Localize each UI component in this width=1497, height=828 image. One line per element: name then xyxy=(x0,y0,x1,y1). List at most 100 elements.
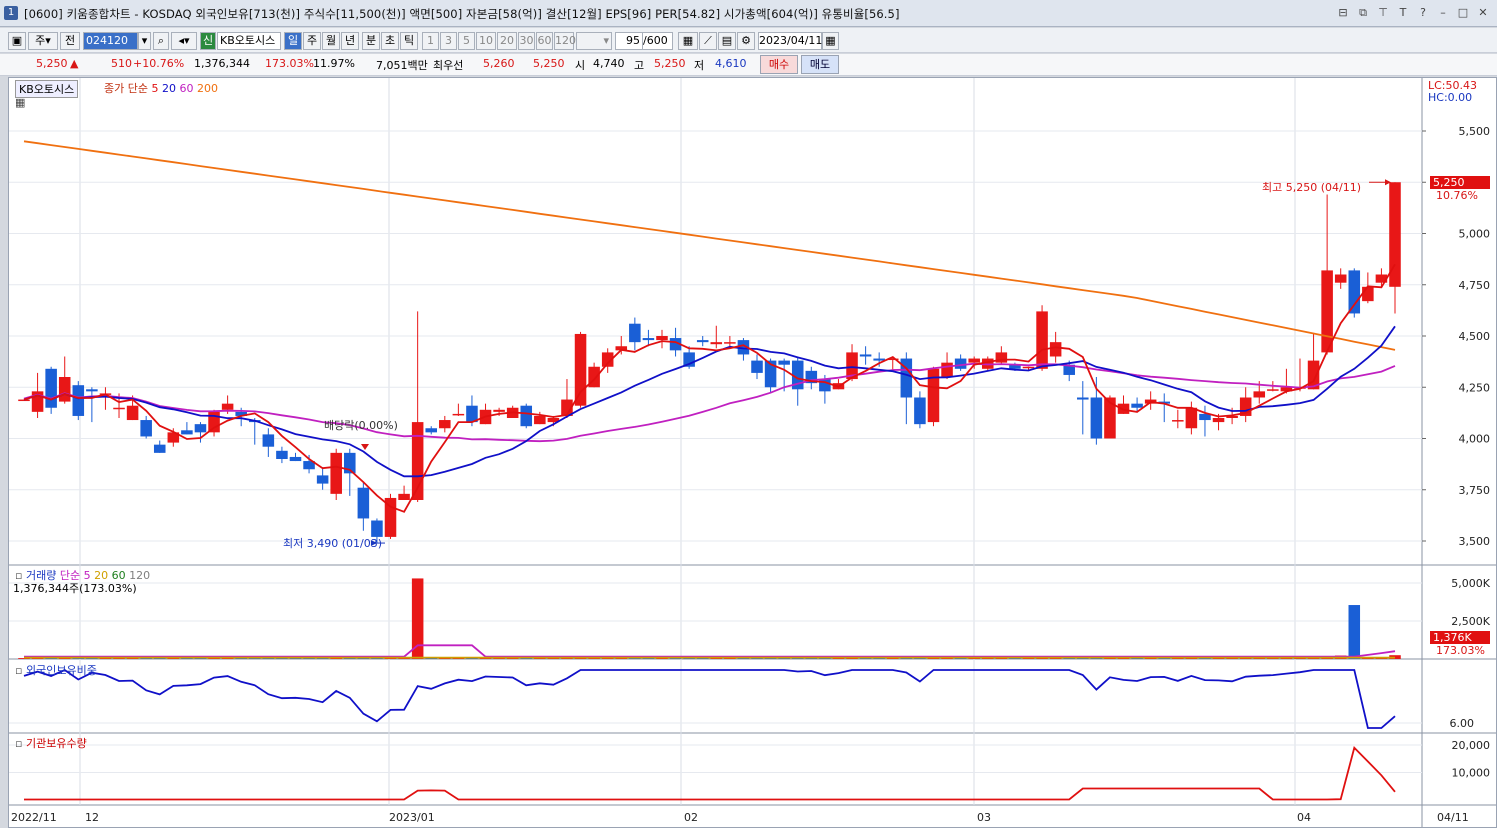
current-pct-tag: 10.76% xyxy=(1436,189,1478,202)
current-price-tag: 5,250 xyxy=(1430,176,1490,189)
settings-icon[interactable]: ⚙ xyxy=(737,32,755,50)
candle-body xyxy=(1117,403,1130,414)
candle-body xyxy=(886,358,899,361)
hc-value: HC:0.00 xyxy=(1428,91,1473,104)
ma60-legend: 60 xyxy=(179,82,194,95)
chart-canvas[interactable]: 5,500 5,250 5,000 4,750 4,500 4,250 4,000 3,750… xyxy=(9,78,1496,827)
tab-week[interactable]: 주 xyxy=(303,32,321,50)
pin-icon[interactable]: ⊤ xyxy=(1378,6,1388,19)
volume-bar xyxy=(221,658,234,659)
calendar-icon[interactable]: ▦ xyxy=(822,32,839,50)
candle-body xyxy=(724,342,736,344)
event-marker xyxy=(361,444,369,450)
interval-30[interactable]: 30 xyxy=(518,32,535,50)
candle-body xyxy=(588,366,600,388)
restore-panel-icon[interactable]: ⧉ xyxy=(1359,6,1367,19)
buy-button[interactable]: 매수 xyxy=(760,55,798,74)
candle-body xyxy=(235,411,247,416)
candle-body xyxy=(574,333,587,406)
close-button[interactable]: ✕ xyxy=(1478,6,1488,19)
candle-body xyxy=(357,487,370,519)
interval-60[interactable]: 60 xyxy=(536,32,553,50)
interval-dropdown[interactable]: ▾ xyxy=(576,32,612,50)
interval-10[interactable]: 10 xyxy=(476,32,496,50)
volume-bar xyxy=(588,658,600,659)
stock-name-tag[interactable]: KB오토시스 xyxy=(15,80,79,98)
interval-3[interactable]: 3 xyxy=(440,32,457,50)
x-axis-label: 12 xyxy=(85,811,99,824)
candle-body xyxy=(1131,403,1143,408)
period-dropdown[interactable]: 주▾ xyxy=(28,32,58,50)
speaker-icon[interactable]: ◂▾ xyxy=(171,32,197,50)
open-label: 시 xyxy=(575,59,586,72)
new-badge[interactable]: 신 xyxy=(200,32,216,50)
chart-toolbar: ▣ 주▾ 전 024120 ▾ ⌕ ◂▾ 신 KB오토시스 일 주 월 년 분 … xyxy=(0,28,1497,53)
maximize-button[interactable]: □ xyxy=(1457,6,1469,19)
high-annotation: 최고 5,250 (04/11) xyxy=(1262,181,1362,194)
sell-button[interactable]: 매도 xyxy=(801,55,839,74)
candle-body xyxy=(995,352,1008,363)
inst-title: 기관보유수량 xyxy=(25,737,87,750)
prev-button[interactable]: 전 xyxy=(60,32,80,50)
candle-body xyxy=(72,385,85,416)
candle-body xyxy=(140,420,152,437)
ma200-legend: 200 xyxy=(196,82,218,95)
tab-month[interactable]: 월 xyxy=(322,32,340,50)
candle-body xyxy=(629,323,641,343)
count-input[interactable]: 95 xyxy=(615,32,643,50)
layout-icon[interactable]: ⊟ xyxy=(1338,6,1348,19)
window-title: [0600] 키움종합차트 - KOSDAQ 외국인보유[713(천)] 주식수… xyxy=(24,7,900,21)
candle-body xyxy=(466,405,478,423)
candle-body xyxy=(927,368,940,423)
candle-body xyxy=(1158,401,1171,404)
candle-body xyxy=(656,336,668,341)
low-label: 저 xyxy=(694,59,705,72)
font-icon[interactable]: T xyxy=(1399,6,1407,19)
interval-5[interactable]: 5 xyxy=(458,32,475,50)
interval-120[interactable]: 120 xyxy=(554,32,576,50)
candle-body xyxy=(126,405,139,421)
ma20-line xyxy=(23,325,1396,478)
x-axis-label: 03 xyxy=(977,811,991,824)
help-icon[interactable]: ? xyxy=(1420,6,1426,19)
candle-body xyxy=(493,409,505,412)
interval-20[interactable]: 20 xyxy=(497,32,517,50)
candle-body xyxy=(669,338,682,351)
candle-body xyxy=(1334,274,1347,283)
save-icon[interactable]: ▤ xyxy=(718,32,736,50)
volume-bar xyxy=(411,578,424,659)
table-icon[interactable]: ▦ xyxy=(15,96,26,109)
tab-minute[interactable]: 분 xyxy=(362,32,380,50)
candle-body xyxy=(1185,407,1198,429)
date-field[interactable]: 2023/04/11 xyxy=(758,32,822,50)
search-icon[interactable]: ⌕ xyxy=(153,32,169,50)
tab-tick[interactable]: 틱 xyxy=(400,32,418,50)
candle-body xyxy=(167,432,180,443)
volume-tick-label: 5,000K xyxy=(1451,577,1490,590)
up-arrow-icon: ▲ xyxy=(70,57,79,70)
change-pct: +10.76% xyxy=(133,57,185,70)
price-tick-label: 3,750 xyxy=(1459,484,1491,497)
minimize-button[interactable]: – xyxy=(1440,6,1446,19)
interval-1[interactable]: 1 xyxy=(422,32,439,50)
tab-second[interactable]: 초 xyxy=(381,32,399,50)
price-tick-label: 4,250 xyxy=(1459,381,1491,394)
draw-tool-icon[interactable]: ⟋ xyxy=(699,32,717,50)
indicator-icon[interactable]: ▦ xyxy=(678,32,698,50)
vol-ma60-legend: 60 xyxy=(111,569,126,582)
tab-year[interactable]: 년 xyxy=(341,32,359,50)
tab-day[interactable]: 일 xyxy=(284,32,302,50)
candle-body xyxy=(1049,342,1062,357)
chart-menu-icon[interactable]: ▣ xyxy=(8,32,26,50)
ask-price: 5,260 xyxy=(483,57,515,70)
code-dropdown-icon[interactable]: ▾ xyxy=(138,32,151,50)
stock-code-input[interactable]: 024120 xyxy=(83,32,138,50)
price-legend-main: 종가 단순 xyxy=(104,82,148,95)
window-controls: ⊟ ⧉ ⊤ T ? – □ ✕ xyxy=(1335,5,1491,21)
candle-body xyxy=(1172,420,1184,422)
volume-title: 거래량 xyxy=(25,569,57,582)
stock-name-field[interactable]: KB오토시스 xyxy=(217,32,281,50)
chart-area[interactable]: 5,500 5,250 5,000 4,750 4,500 4,250 4,000 3,750… xyxy=(8,77,1497,828)
volume-bar xyxy=(954,658,967,659)
count-total: /600 xyxy=(643,32,673,50)
